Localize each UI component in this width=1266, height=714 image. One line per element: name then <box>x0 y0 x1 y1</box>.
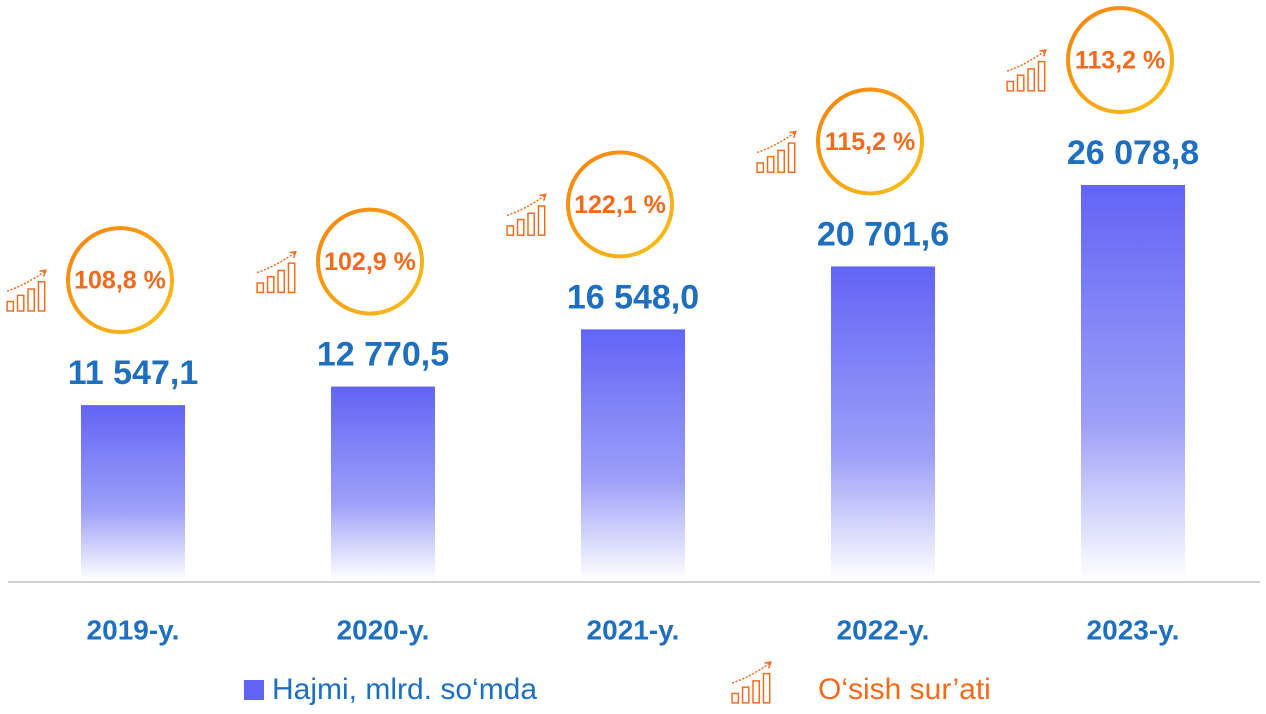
growth-icon <box>756 130 797 174</box>
growth-ring <box>816 87 924 196</box>
growth-ring <box>566 150 674 259</box>
x-tick-label: 2022-y. <box>837 614 930 645</box>
growth-icon <box>1006 49 1047 92</box>
growth-label: 108,8 % <box>74 267 166 295</box>
value-label: 12 770,5 <box>317 336 449 374</box>
value-label: 16 548,0 <box>567 278 699 316</box>
bar <box>1081 185 1185 580</box>
bar <box>81 405 185 580</box>
bar <box>831 266 935 580</box>
x-tick-label: 2023-y. <box>1087 614 1180 645</box>
growth-ring <box>316 207 424 316</box>
growth-ring <box>1066 6 1174 114</box>
value-label: 11 547,1 <box>68 354 198 392</box>
legend-icon <box>731 661 772 704</box>
growth-icon <box>6 269 47 312</box>
growth-ring <box>66 226 174 335</box>
x-tick-label: 2020-y. <box>337 614 430 645</box>
legend-label: Hajmi, mlrd. so‘mda <box>272 673 537 706</box>
x-tick-label: 2019-y. <box>87 614 180 645</box>
legend-swatch <box>244 680 264 700</box>
growth-label: 102,9 % <box>324 248 416 276</box>
legend-label: O‘sish sur’ati <box>818 673 991 706</box>
growth-icon <box>506 193 547 236</box>
growth-icon <box>256 250 297 294</box>
growth-label: 115,2 % <box>825 128 915 156</box>
growth-label: 122,1 % <box>574 191 666 219</box>
growth-label: 113,2 % <box>1075 47 1165 75</box>
x-tick-label: 2021-y. <box>587 614 680 645</box>
value-label: 20 701,6 <box>817 215 949 253</box>
value-label: 26 078,8 <box>1067 134 1199 172</box>
bar <box>581 329 685 580</box>
bar <box>331 386 435 580</box>
